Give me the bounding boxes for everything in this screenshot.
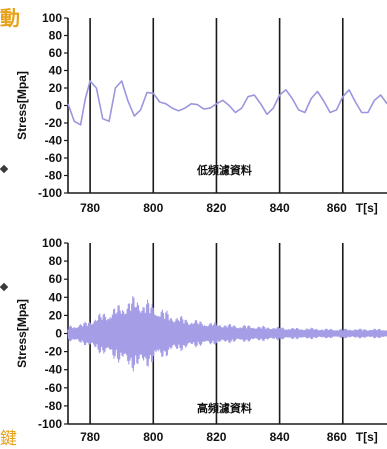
y-tick-label: 0 [55, 99, 62, 113]
y-tick-label: 20 [49, 308, 63, 322]
y-axis-label: Stress[Mpa] [15, 71, 29, 140]
y-tick-label: -40 [45, 134, 63, 148]
y-tick-label: -80 [45, 399, 63, 413]
x-tick-label: 820 [206, 201, 226, 215]
x-axis-label: T[s] [356, 430, 378, 444]
y-tick-label: 100 [42, 236, 62, 250]
x-tick-label: 860 [327, 201, 347, 215]
series-annotation: 低頻濾資料 [196, 163, 252, 177]
x-axis-label: T[s] [356, 201, 378, 215]
data-series-line [67, 295, 387, 372]
cropped-text-bottom: 鍵 [0, 429, 17, 449]
y-tick-label: 80 [49, 254, 63, 268]
x-tick-label: 820 [206, 430, 226, 444]
y-tick-label: -20 [45, 116, 63, 130]
y-tick-label: 80 [49, 29, 63, 43]
y-tick-label: 60 [49, 272, 63, 286]
y-tick-label: 0 [55, 327, 62, 341]
series-annotation: 高頻濾資料 [197, 401, 252, 415]
y-tick-label: -100 [38, 417, 62, 431]
x-tick-label: 780 [80, 201, 100, 215]
y-tick-label: -80 [45, 169, 63, 183]
data-series-line [67, 80, 387, 126]
y-tick-label: 40 [49, 290, 63, 304]
x-tick-label: 800 [143, 201, 163, 215]
x-tick-label: 840 [270, 430, 290, 444]
y-tick-label: -40 [45, 363, 63, 377]
x-tick-label: 840 [270, 201, 290, 215]
y-tick-label: 20 [49, 81, 63, 95]
y-tick-label: 40 [49, 64, 63, 78]
y-tick-label: 60 [49, 46, 63, 60]
x-tick-label: 860 [327, 430, 347, 444]
y-tick-label: 100 [42, 11, 62, 25]
x-tick-label: 780 [80, 430, 100, 444]
plot-area [68, 18, 387, 193]
cropped-text-top: 動 [0, 6, 20, 30]
y-tick-label: -20 [45, 345, 63, 359]
y-tick-label: -60 [45, 381, 63, 395]
y-tick-label: -100 [38, 186, 62, 200]
y-axis-label: Stress[Mpa] [15, 299, 29, 368]
x-tick-label: 800 [143, 430, 163, 444]
y-tick-label: -60 [45, 151, 63, 165]
